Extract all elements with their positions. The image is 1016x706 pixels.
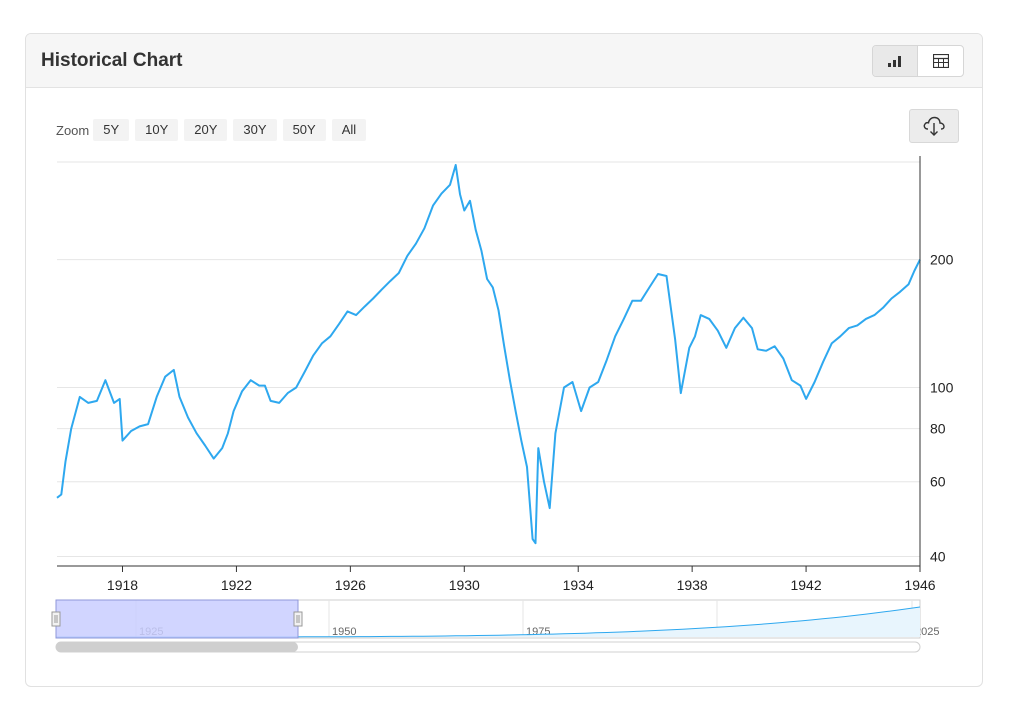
zoom-label: Zoom [56,122,90,138]
zoom-5y-button[interactable]: 5Y [93,119,130,141]
x-tick-label: 1946 [904,577,935,593]
y-tick-label: 80 [930,421,946,437]
bar-chart-icon [888,56,901,67]
x-tick-label: 1930 [449,577,480,593]
range-navigator[interactable]: 19251950197520002025 [26,598,983,660]
navigator-scrollbar-thumb[interactable] [56,642,298,652]
series-line [56,164,921,545]
navigator-right-handle[interactable] [293,611,303,627]
view-toggle [872,45,964,77]
download-cloud-icon [923,116,945,136]
zoom-30y-button[interactable]: 30Y [233,119,277,141]
chart-view-button[interactable] [873,46,919,76]
y-tick-label: 200 [930,252,954,268]
x-tick-label: 1918 [107,577,138,593]
x-tick-label: 1926 [335,577,366,593]
navigator-left-handle[interactable] [51,611,61,627]
zoom-all-button[interactable]: All [331,119,367,141]
navigator-tick-label: 1950 [332,626,356,638]
table-view-button[interactable] [918,46,963,76]
historical-chart-card: Historical Chart Zoom 5 [25,33,983,687]
y-tick-label: 100 [930,379,954,395]
price-chart: 40 60 80 100 200 1918 1922 1926 1930 1934 1938 1942… [56,156,954,593]
navigator-area [56,607,920,637]
card-header: Historical Chart [26,34,982,88]
download-button[interactable] [909,109,959,143]
y-tick-label: 60 [930,474,946,490]
zoom-10y-button[interactable]: 10Y [135,119,179,141]
x-tick-label: 1938 [677,577,708,593]
x-tick-label: 1934 [563,577,594,593]
zoom-20y-button[interactable]: 20Y [184,119,228,141]
x-tick-label: 1922 [221,577,252,593]
x-tick-label: 1942 [790,577,821,593]
navigator-selection[interactable] [55,599,299,639]
chart-title: Historical Chart [41,50,183,71]
y-tick-label: 40 [930,549,946,565]
zoom-50y-button[interactable]: 50Y [282,119,326,141]
table-icon [932,54,949,68]
zoom-controls: Zoom 5Y 10Y 20Y 30Y 50Y All [56,119,372,141]
navigator-tick-label: 2025 [915,626,939,638]
